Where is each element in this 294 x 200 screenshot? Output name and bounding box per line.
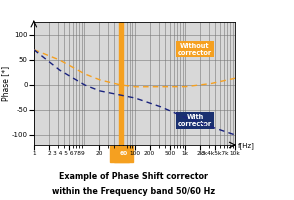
Text: With
corrector: With corrector [178, 114, 212, 127]
Text: within the Frequency band 50/60 Hz: within the Frequency band 50/60 Hz [52, 187, 215, 196]
Bar [119, 22, 123, 145]
Y-axis label: Phase [*]: Phase [*] [1, 66, 10, 101]
Text: f[Hz]: f[Hz] [238, 142, 255, 149]
Text: Example of Phase Shift corrector: Example of Phase Shift corrector [59, 172, 208, 181]
Text: Without
corrector: Without corrector [178, 43, 212, 56]
